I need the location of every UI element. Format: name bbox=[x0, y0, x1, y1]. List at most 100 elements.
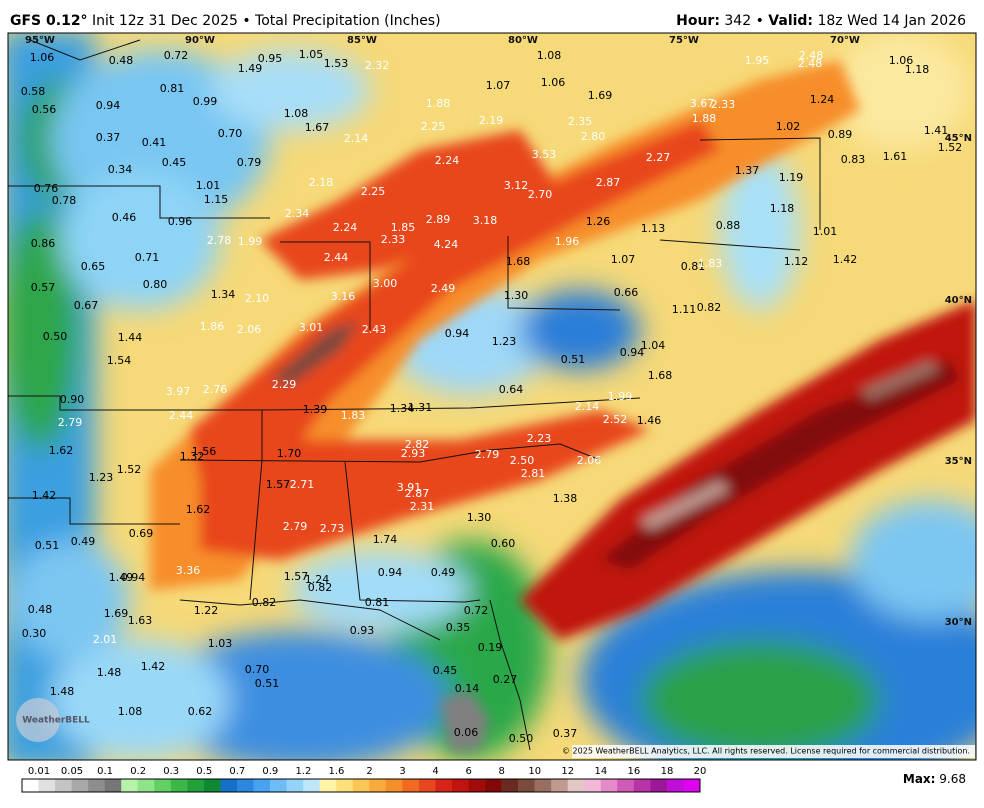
station-value: 0.72 bbox=[164, 49, 189, 62]
station-value: 0.81 bbox=[681, 260, 706, 273]
longitude-label: 95°W bbox=[25, 35, 55, 46]
station-value: 1.30 bbox=[467, 511, 492, 524]
station-value: 0.45 bbox=[162, 156, 187, 169]
station-value: 2.80 bbox=[581, 130, 606, 143]
map-frame bbox=[7, 32, 977, 761]
station-value: 2.79 bbox=[58, 416, 83, 429]
valid-label: Hour: 342 • Valid: 18z Wed 14 Jan 2026 bbox=[676, 13, 966, 29]
longitude-label: 70°W bbox=[830, 35, 860, 46]
station-value: 2.87 bbox=[405, 487, 430, 500]
station-value: 2.33 bbox=[711, 98, 736, 111]
station-value: 1.83 bbox=[341, 409, 366, 422]
station-value: 2.32 bbox=[365, 59, 390, 72]
model-label: GFS 0.12° Init 12z 31 Dec 2025 • Total P… bbox=[10, 13, 441, 29]
station-value: 2.44 bbox=[324, 251, 349, 264]
station-value: 1.70 bbox=[277, 447, 302, 460]
colorbar: 0.01 0.05 0.1 0.2 0.3 0.5 0.7 0.9 1.2 1.6 2 3 4 6 8 10 1… bbox=[21, 766, 706, 793]
colorbar-swatch bbox=[154, 779, 172, 792]
colorbar-frame bbox=[21, 778, 701, 793]
colorbar-swatch bbox=[600, 779, 618, 792]
colorbar-swatch bbox=[633, 779, 651, 792]
station-value: 1.08 bbox=[284, 107, 309, 120]
colorbar-label: 16 bbox=[628, 766, 641, 777]
station-value: 0.80 bbox=[143, 278, 168, 291]
station-value: 1.99 bbox=[608, 390, 633, 403]
station-value: 1.37 bbox=[735, 164, 760, 177]
station-value: 1.67 bbox=[305, 121, 330, 134]
station-value: 2.93 bbox=[401, 447, 426, 460]
station-value: 0.86 bbox=[31, 237, 56, 250]
station-value: 0.51 bbox=[255, 677, 280, 690]
station-value: 1.22 bbox=[194, 604, 219, 617]
station-value: 3.91 bbox=[397, 481, 422, 494]
colorbar-label: 18 bbox=[661, 766, 674, 777]
boundaries bbox=[8, 39, 821, 751]
station-value: 0.60 bbox=[491, 537, 516, 550]
station-value: 1.06 bbox=[30, 51, 55, 64]
latitude-label: 35°N bbox=[945, 456, 972, 467]
colorbar-swatch bbox=[435, 779, 453, 792]
precip-field bbox=[8, 33, 976, 760]
station-value: 0.58 bbox=[21, 85, 46, 98]
station-value: 2.50 bbox=[510, 454, 535, 467]
station-value: 0.95 bbox=[258, 52, 283, 65]
station-value: 2.06 bbox=[577, 454, 602, 467]
station-value: 0.90 bbox=[60, 393, 85, 406]
station-value: 0.41 bbox=[142, 136, 167, 149]
colorbar-swatch bbox=[319, 779, 337, 792]
station-value: 0.99 bbox=[193, 95, 218, 108]
station-value: 2.19 bbox=[479, 114, 504, 127]
station-value: 3.18 bbox=[473, 214, 498, 227]
station-value: 0.82 bbox=[308, 581, 333, 594]
colorbar-swatch bbox=[170, 779, 188, 792]
station-value: 1.34 bbox=[390, 402, 415, 415]
station-value: 2.87 bbox=[596, 176, 621, 189]
station-value: 0.19 bbox=[478, 641, 503, 654]
station-value: 2.29 bbox=[272, 378, 297, 391]
station-value: 2.14 bbox=[575, 400, 600, 413]
colorbar-swatch bbox=[303, 779, 320, 792]
logo-text: WeatherBELL bbox=[22, 716, 90, 726]
station-value: 0.94 bbox=[445, 327, 470, 340]
colorbar-label: 0.7 bbox=[229, 766, 245, 777]
colorbar-label: 10 bbox=[528, 766, 541, 777]
graticule-labels: 95°W 90°W 85°W 80°W 75°W 70°W 45°N 40°N 35°N 30°N bbox=[25, 35, 972, 628]
station-value: 1.95 bbox=[745, 54, 770, 67]
colorbar-swatch bbox=[236, 779, 254, 792]
station-value: 2.27 bbox=[646, 151, 671, 164]
station-value: 2.73 bbox=[320, 522, 345, 535]
station-value: 0.49 bbox=[71, 535, 96, 548]
station-value: 2.01 bbox=[93, 633, 118, 646]
station-value: 1.32 bbox=[180, 450, 205, 463]
station-value: 0.82 bbox=[252, 596, 277, 609]
station-value: 2.25 bbox=[361, 185, 386, 198]
station-value: 1.68 bbox=[648, 369, 673, 382]
station-value: 0.27 bbox=[493, 673, 518, 686]
logo: WeatherBELL bbox=[16, 698, 90, 742]
colorbar-swatch bbox=[666, 779, 684, 792]
station-value: 2.43 bbox=[362, 323, 387, 336]
station-value: 2.06 bbox=[237, 323, 262, 336]
station-value: 1.18 bbox=[905, 63, 930, 76]
station-value: 1.57 bbox=[266, 478, 291, 491]
station-value: 1.05 bbox=[299, 48, 324, 61]
colorbar-label: 1.2 bbox=[295, 766, 311, 777]
colorbar-swatch bbox=[584, 779, 602, 792]
station-value: 0.88 bbox=[716, 219, 741, 232]
station-value: 1.26 bbox=[586, 215, 611, 228]
station-value: 0.62 bbox=[188, 705, 213, 718]
station-values: 1.06 0.48 0.72 0.95 1.051.53 2.32 1.49 1.08 1.95… bbox=[21, 48, 963, 745]
station-value: 1.24 bbox=[810, 93, 835, 106]
colorbar-swatch bbox=[55, 779, 72, 792]
station-value: 2.14 bbox=[344, 132, 369, 145]
station-value: 0.83 bbox=[841, 153, 866, 166]
station-value: 1.07 bbox=[486, 79, 511, 92]
colorbar-swatch bbox=[270, 779, 287, 792]
station-value: 0.76 bbox=[34, 182, 59, 195]
station-value: 0.06 bbox=[454, 726, 479, 739]
station-value: 2.71 bbox=[290, 478, 315, 491]
station-value: 0.48 bbox=[28, 603, 53, 616]
station-value: 0.34 bbox=[108, 163, 133, 176]
